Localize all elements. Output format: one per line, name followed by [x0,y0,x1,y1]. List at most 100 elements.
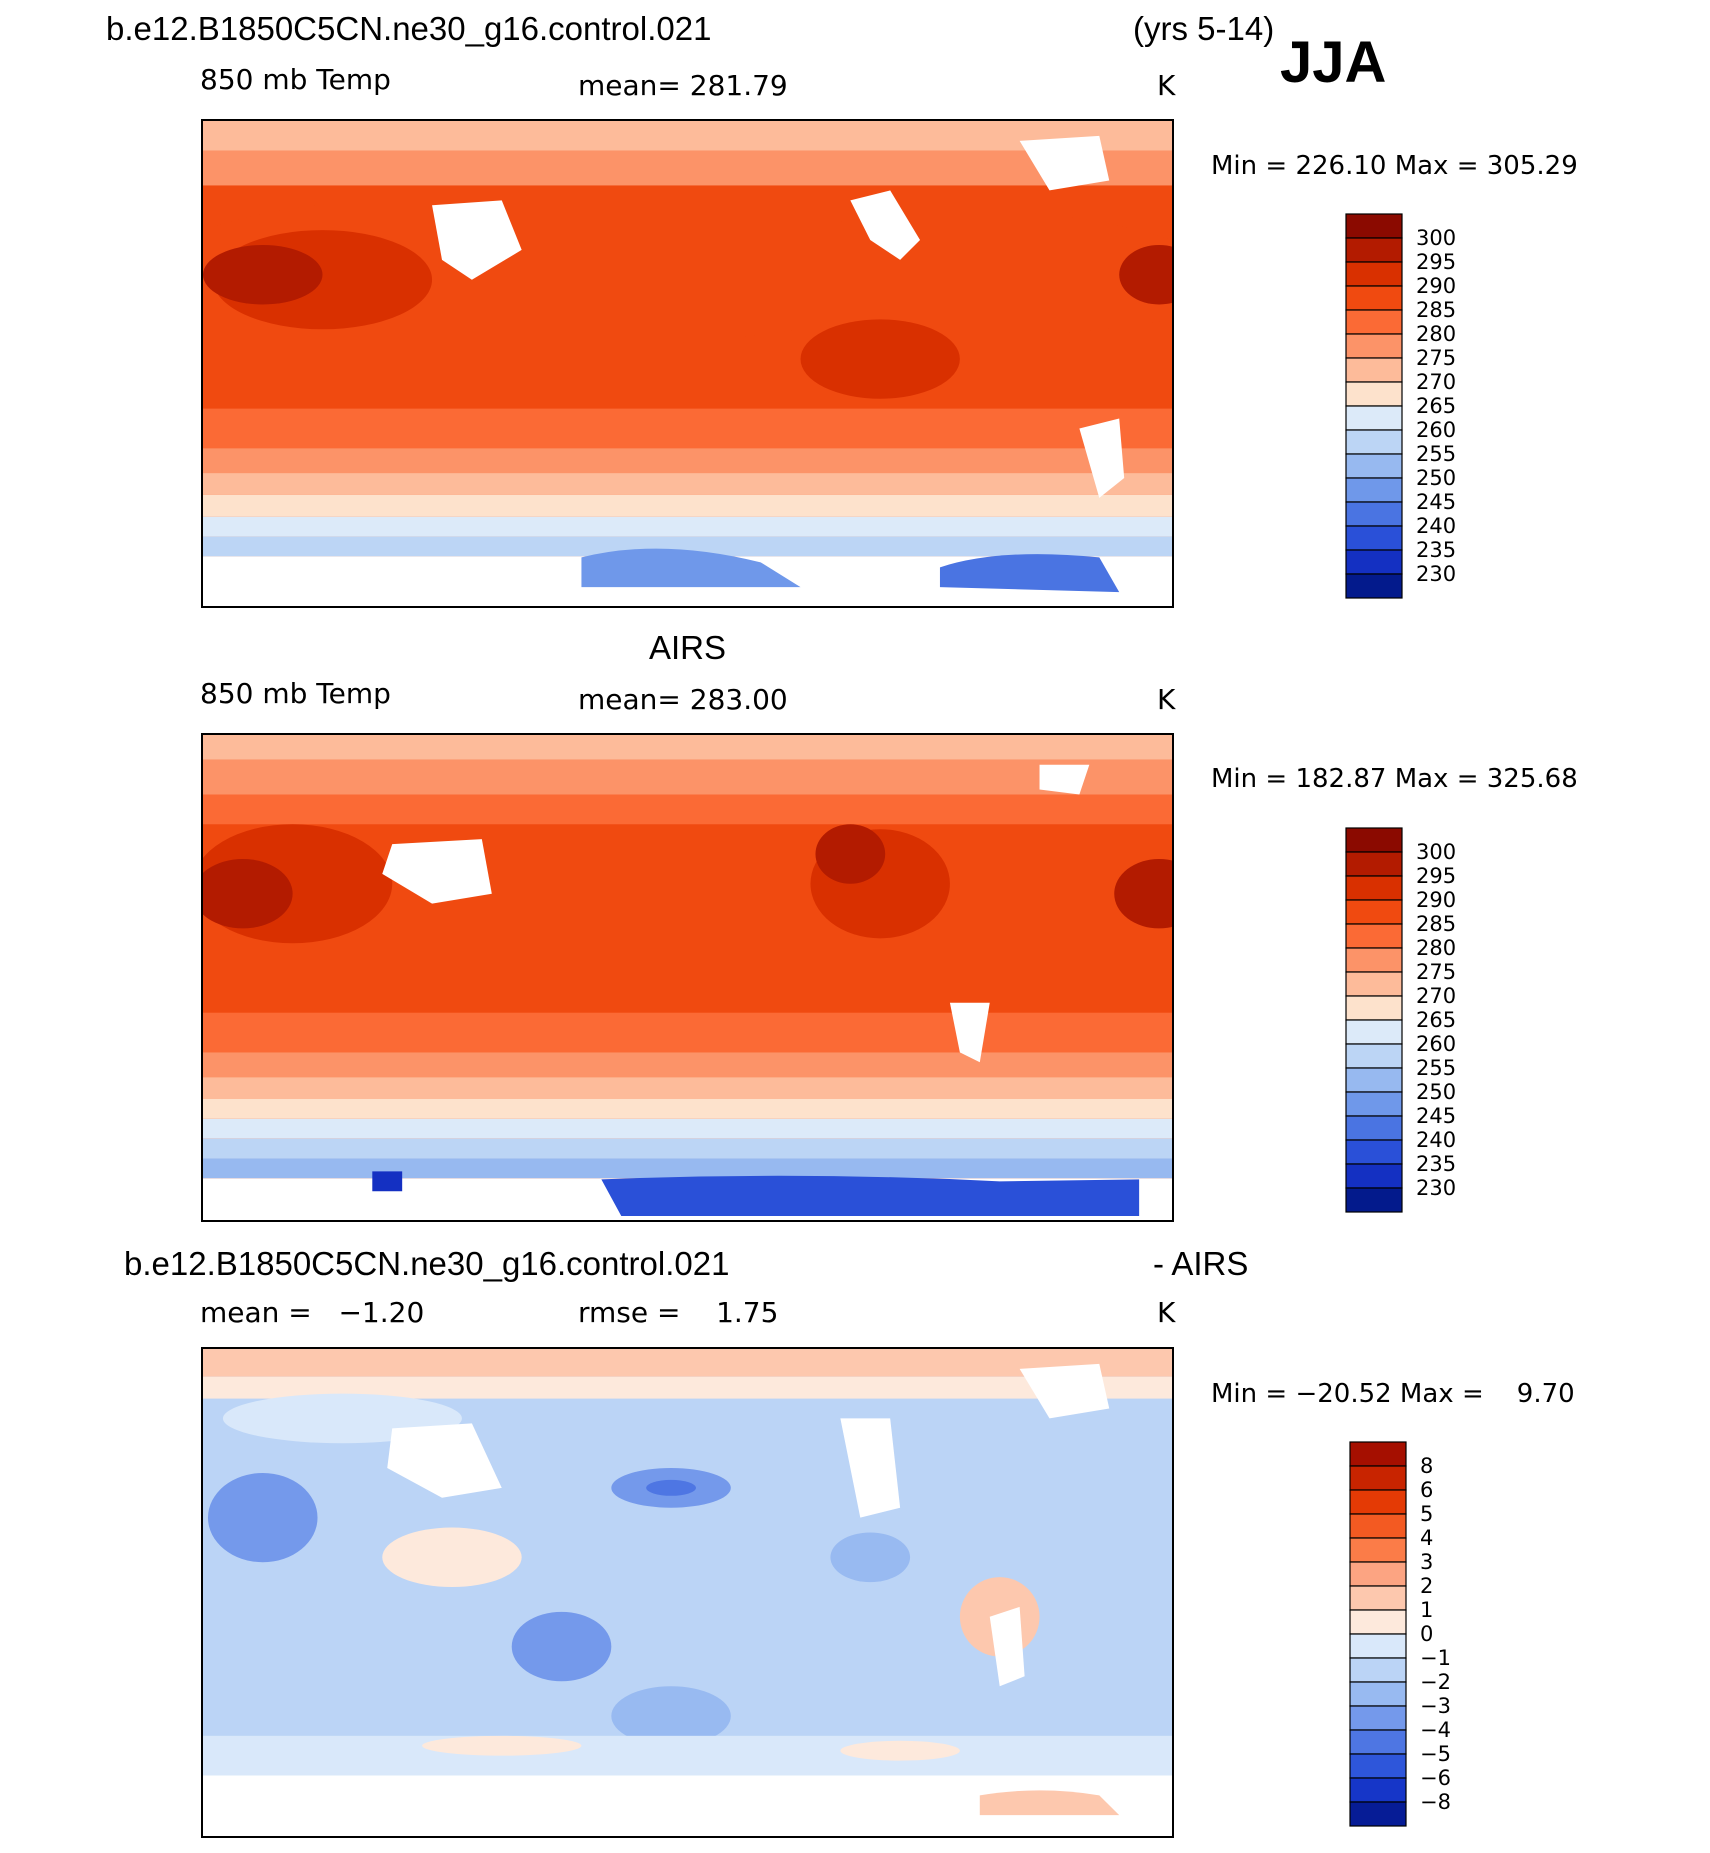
colorbar-swatch [1345,573,1403,599]
colorbar-tick-label: 250 [1416,1080,1456,1104]
colorbar-tick-label: 270 [1416,370,1456,394]
colorbar-tick-label: 300 [1416,840,1456,864]
colorbar-swatch [1349,1801,1407,1827]
colorbar-swatch [1345,971,1403,997]
colorbar-tick-label: 235 [1416,1152,1456,1176]
panel3-mean-label: mean = −1.20 [200,1296,425,1329]
colorbar-tick-label: 4 [1420,1526,1433,1550]
colorbar-swatch [1349,1561,1407,1587]
colorbar-swatch [1345,1115,1403,1141]
panel3-heading: b.e12.B1850C5CN.ne30_g16.control.021 [124,1245,730,1282]
colorbar-swatch [1345,1139,1403,1165]
panel2-heading: AIRS [649,629,727,666]
colorbar-swatch [1345,947,1403,973]
colorbar-tick-label: 3 [1420,1550,1433,1574]
colorbar-tick-label: −5 [1420,1742,1451,1766]
panel2-minmax-label: Min = 182.87 Max = 325.68 [1211,764,1578,794]
colorbar-swatch [1345,1091,1403,1117]
panel1-colorbar: 300 295 290 285 280 275 270 265 260 255 250 245 240 2… [1344,212,1464,604]
colorbar-tick-label: 5 [1420,1502,1433,1526]
colorbar-swatch [1345,501,1403,527]
colorbar-swatch [1345,333,1403,359]
colorbar-swatch [1345,1043,1403,1069]
colorbar-swatch [1345,899,1403,925]
panel1-minmax-label: Min = 226.10 Max = 305.29 [1211,151,1578,181]
panel1-map-field [203,121,1172,606]
colorbar-tick-label: 275 [1416,346,1456,370]
colorbar-tick-label: −6 [1420,1766,1451,1790]
colorbar-tick-label: 265 [1416,1008,1456,1032]
colorbar-tick-label: 290 [1416,274,1456,298]
colorbar-swatch [1345,381,1403,407]
panel1-map [201,119,1174,608]
panel1-units-label: K [1157,69,1176,102]
panel2-colorbar-svg: 3002952902852802752702652602552502452402… [1345,827,1456,1213]
colorbar-swatch [1349,1729,1407,1755]
panel2-mean-label: mean= 283.00 [578,683,788,716]
panel3-heading-right: - AIRS [1153,1245,1249,1282]
colorbar-tick-label: 255 [1416,442,1456,466]
colorbar-swatch [1345,1067,1403,1093]
colorbar-tick-label: 230 [1416,562,1456,586]
colorbar-tick-label: 250 [1416,466,1456,490]
colorbar-swatch [1345,477,1403,503]
panel2-colorbar: 300 295 290 285 280 275 270 265 260 255 250 245 240 2… [1344,826,1464,1218]
colorbar-tick-label: 295 [1416,864,1456,888]
colorbar-tick-label: 285 [1416,298,1456,322]
colorbar-tick-label: 1 [1420,1598,1433,1622]
colorbar-swatch [1345,1187,1403,1213]
colorbar-tick-label: 240 [1416,514,1456,538]
colorbar-swatch [1345,285,1403,311]
colorbar-tick-label: 245 [1416,490,1456,514]
colorbar-tick-label: 245 [1416,1104,1456,1128]
colorbar-tick-label: 260 [1416,418,1456,442]
colorbar-tick-label: 285 [1416,912,1456,936]
panel2-map-field [203,735,1172,1220]
panel1-mean-label: mean= 281.79 [578,69,788,102]
colorbar-swatch [1345,1019,1403,1045]
case-title: b.e12.B1850C5CN.ne30_g16.control.021 [106,10,712,47]
panel3-map [201,1347,1174,1838]
panel3-rmse-label: rmse = 1.75 [578,1296,779,1329]
colorbar-swatch [1349,1489,1407,1515]
panel3-units-label: K [1157,1296,1176,1329]
colorbar-tick-label: 295 [1416,250,1456,274]
colorbar-tick-label: 255 [1416,1056,1456,1080]
colorbar-swatch [1345,525,1403,551]
colorbar-tick-label: 2 [1420,1574,1433,1598]
colorbar-swatch [1345,453,1403,479]
colorbar-tick-label: −1 [1420,1646,1451,1670]
colorbar-swatch [1349,1705,1407,1731]
colorbar-tick-label: −2 [1420,1670,1451,1694]
colorbar-tick-label: 240 [1416,1128,1456,1152]
colorbar-tick-label: 0 [1420,1622,1433,1646]
panel2-units-label: K [1157,683,1176,716]
colorbar-swatch [1349,1777,1407,1803]
colorbar-swatch [1345,309,1403,335]
colorbar-tick-label: 265 [1416,394,1456,418]
panel3-map-field [203,1349,1172,1836]
colorbar-swatch [1345,405,1403,431]
colorbar-tick-label: 6 [1420,1478,1433,1502]
colorbar-swatch [1345,1163,1403,1189]
colorbar-swatch [1345,213,1403,239]
colorbar-tick-label: 280 [1416,322,1456,346]
panel2-variable-label: 850 mb Temp [200,677,391,710]
colorbar-tick-label: 270 [1416,984,1456,1008]
colorbar-tick-label: 235 [1416,538,1456,562]
colorbar-swatch [1349,1753,1407,1779]
colorbar-tick-label: 300 [1416,226,1456,250]
colorbar-swatch [1349,1657,1407,1683]
colorbar-tick-label: −8 [1420,1790,1451,1814]
colorbar-swatch [1349,1465,1407,1491]
colorbar-swatch [1345,357,1403,383]
panel2-map [201,733,1174,1222]
colorbar-swatch [1345,923,1403,949]
colorbar-swatch [1345,995,1403,1021]
colorbar-swatch [1345,237,1403,263]
colorbar-tick-label: 275 [1416,960,1456,984]
colorbar-tick-label: 290 [1416,888,1456,912]
colorbar-tick-label: 8 [1420,1454,1433,1478]
panel1-variable-label: 850 mb Temp [200,63,391,96]
